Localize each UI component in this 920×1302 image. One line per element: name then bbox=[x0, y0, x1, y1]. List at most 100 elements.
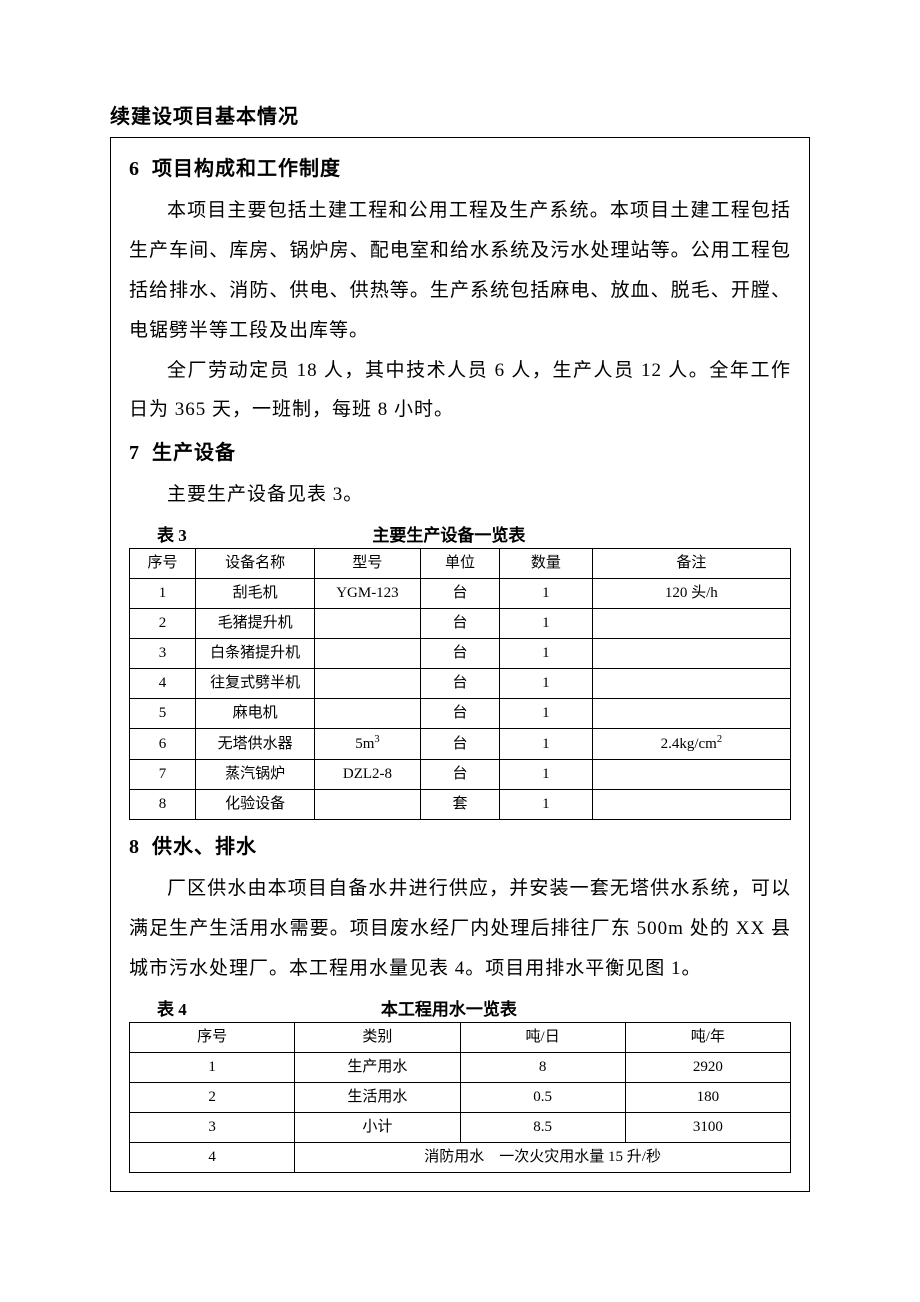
table3-caption: 表 3 主要生产设备一览表 bbox=[129, 521, 791, 546]
page-title: 续建设项目基本情况 bbox=[110, 100, 810, 129]
section-8-title: 供水、排水 bbox=[152, 836, 257, 858]
table-cell bbox=[592, 790, 790, 820]
section-6-title: 项目构成和工作制度 bbox=[152, 158, 341, 180]
table-cell bbox=[592, 639, 790, 669]
table4: 序号类别吨/日吨/年1生产用水829202生活用水0.51803小计8.5310… bbox=[129, 1022, 791, 1173]
table-cell bbox=[315, 639, 421, 669]
content-box: 6项目构成和工作制度 本项目主要包括土建工程和公用工程及生产系统。本项目土建工程… bbox=[110, 137, 810, 1192]
table-cell: 1 bbox=[130, 1052, 295, 1082]
table-cell bbox=[592, 609, 790, 639]
table-row: 8化验设备 套1 bbox=[130, 790, 791, 820]
table-cell: 3100 bbox=[625, 1112, 790, 1142]
section-8-p1: 厂区供水由本项目自备水井进行供应，并安装一套无塔供水系统，可以满足生产生活用水需… bbox=[129, 869, 791, 989]
table-cell: YGM-123 bbox=[315, 579, 421, 609]
table-cell: 1 bbox=[500, 729, 593, 760]
section-6-head: 6 项目构成和工作制度 bbox=[129, 152, 791, 181]
table-cell: 4 bbox=[130, 1142, 295, 1172]
table-cell: 蒸汽锅炉 bbox=[196, 760, 315, 790]
table4-header-cell: 序号 bbox=[130, 1022, 295, 1052]
table4-caption-label: 表 4 bbox=[129, 995, 187, 1020]
table-cell: 2920 bbox=[625, 1052, 790, 1082]
table-row: 4往复式劈半机台1 bbox=[130, 669, 791, 699]
table-row: 6无塔供水器5m3台12.4kg/cm2 bbox=[130, 729, 791, 760]
section-6-num: 6 bbox=[129, 158, 140, 181]
table4-header-cell: 吨/年 bbox=[625, 1022, 790, 1052]
table3-caption-label: 表 3 bbox=[129, 521, 187, 546]
table3-header-cell: 单位 bbox=[420, 549, 499, 579]
table3: 序号设备名称型号单位数量备注1刮毛机YGM-123台1120 头/h2毛猪提升机… bbox=[129, 548, 791, 820]
table-cell: 8 bbox=[130, 790, 196, 820]
table4-header-cell: 类别 bbox=[295, 1022, 460, 1052]
table-cell: 麻电机 bbox=[196, 699, 315, 729]
table-cell: 2.4kg/cm2 bbox=[592, 729, 790, 760]
section-7-num: 7 bbox=[129, 442, 140, 465]
table-cell: 刮毛机 bbox=[196, 579, 315, 609]
table-cell: 3 bbox=[130, 639, 196, 669]
table-cell bbox=[592, 669, 790, 699]
section-8-head: 8 供水、排水 bbox=[129, 830, 791, 859]
table3-header-cell: 序号 bbox=[130, 549, 196, 579]
table-cell: 1 bbox=[500, 669, 593, 699]
table-cell: 8 bbox=[460, 1052, 625, 1082]
table4-caption-title: 本工程用水一览表 bbox=[187, 995, 791, 1020]
table-cell: 0.5 bbox=[460, 1082, 625, 1112]
table-cell-merged: 消防用水 一次火灾用水量 15 升/秒 bbox=[295, 1142, 791, 1172]
table-cell bbox=[592, 699, 790, 729]
table-cell: 生活用水 bbox=[295, 1082, 460, 1112]
table3-header-cell: 设备名称 bbox=[196, 549, 315, 579]
table-row: 7蒸汽锅炉DZL2-8台1 bbox=[130, 760, 791, 790]
table4-header-cell: 吨/日 bbox=[460, 1022, 625, 1052]
table-cell: 台 bbox=[420, 639, 499, 669]
table-row: 1刮毛机YGM-123台1120 头/h bbox=[130, 579, 791, 609]
table-cell: 台 bbox=[420, 699, 499, 729]
table-row: 2毛猪提升机 台1 bbox=[130, 609, 791, 639]
table-cell: 套 bbox=[420, 790, 499, 820]
table-cell: DZL2-8 bbox=[315, 760, 421, 790]
table-cell: 无塔供水器 bbox=[196, 729, 315, 760]
table-row: 1生产用水82920 bbox=[130, 1052, 791, 1082]
table-cell: 4 bbox=[130, 669, 196, 699]
table-cell: 5m3 bbox=[315, 729, 421, 760]
table-cell: 台 bbox=[420, 760, 499, 790]
table-cell: 1 bbox=[500, 760, 593, 790]
table-row: 3小计8.53100 bbox=[130, 1112, 791, 1142]
table-cell: 毛猪提升机 bbox=[196, 609, 315, 639]
table-cell bbox=[315, 669, 421, 699]
table-cell bbox=[315, 790, 421, 820]
table-cell: 8.5 bbox=[460, 1112, 625, 1142]
table-cell: 台 bbox=[420, 609, 499, 639]
table-cell: 台 bbox=[420, 579, 499, 609]
table-cell: 120 头/h bbox=[592, 579, 790, 609]
table-cell: 小计 bbox=[295, 1112, 460, 1142]
table-cell: 1 bbox=[500, 609, 593, 639]
table-cell bbox=[315, 609, 421, 639]
table3-header-cell: 数量 bbox=[500, 549, 593, 579]
table-row: 3白条猪提升机 台1 bbox=[130, 639, 791, 669]
table-cell: 2 bbox=[130, 609, 196, 639]
section-8-num: 8 bbox=[129, 836, 140, 859]
table3-caption-title: 主要生产设备一览表 bbox=[187, 521, 791, 546]
table-cell: 台 bbox=[420, 669, 499, 699]
table-cell: 3 bbox=[130, 1112, 295, 1142]
section-6-p2: 全厂劳动定员 18 人，其中技术人员 6 人，生产人员 12 人。全年工作日为 … bbox=[129, 351, 791, 431]
table-cell: 180 bbox=[625, 1082, 790, 1112]
table-cell: 1 bbox=[500, 579, 593, 609]
table-cell: 生产用水 bbox=[295, 1052, 460, 1082]
table-row: 2生活用水0.5180 bbox=[130, 1082, 791, 1112]
section-7-head: 7生产设备 bbox=[129, 436, 791, 465]
table-cell: 1 bbox=[500, 639, 593, 669]
table-cell: 1 bbox=[130, 579, 196, 609]
section-7-p1: 主要生产设备见表 3。 bbox=[129, 475, 791, 515]
table-cell bbox=[592, 760, 790, 790]
table-cell: 1 bbox=[500, 699, 593, 729]
table-cell: 7 bbox=[130, 760, 196, 790]
table-cell: 白条猪提升机 bbox=[196, 639, 315, 669]
table4-caption: 表 4 本工程用水一览表 bbox=[129, 995, 791, 1020]
table3-header-cell: 备注 bbox=[592, 549, 790, 579]
table-cell: 1 bbox=[500, 790, 593, 820]
table-cell: 化验设备 bbox=[196, 790, 315, 820]
table-cell: 2 bbox=[130, 1082, 295, 1112]
table-row: 4消防用水 一次火灾用水量 15 升/秒 bbox=[130, 1142, 791, 1172]
table-cell: 6 bbox=[130, 729, 196, 760]
table3-header-cell: 型号 bbox=[315, 549, 421, 579]
